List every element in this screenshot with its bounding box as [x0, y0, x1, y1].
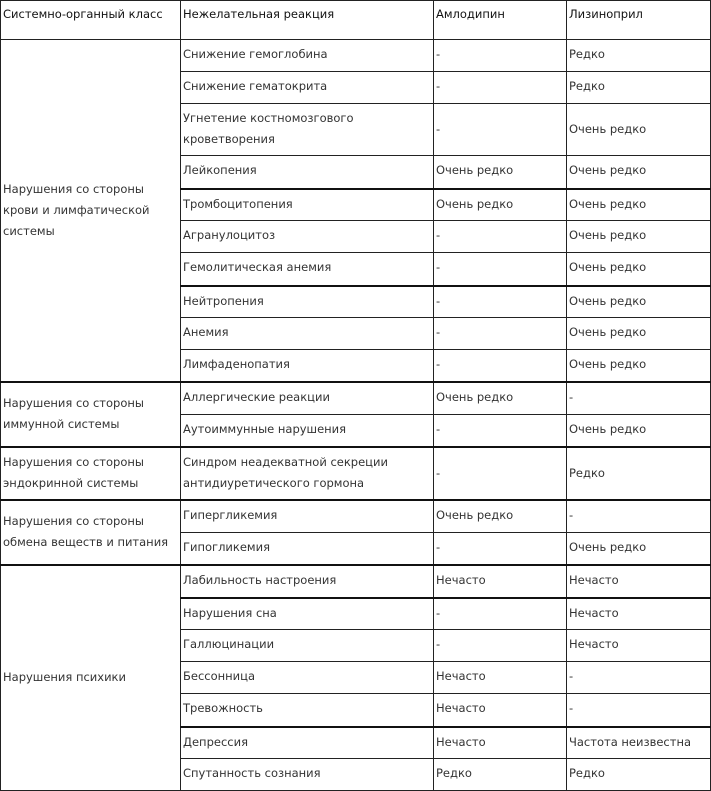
lisinopril-cell: Очень редко	[566, 155, 711, 189]
amlodipine-cell: -	[433, 252, 567, 286]
reaction-cell: Бессонница	[180, 661, 434, 694]
reaction-cell: Аутоиммунные нарушения	[180, 414, 434, 447]
lisinopril-cell: Нечасто	[566, 596, 711, 630]
lisinopril-cell: Редко	[566, 39, 711, 72]
table-row: Аутоиммунные нарушения - Очень редко	[1, 414, 711, 447]
table-row: Нарушения со стороны обмена веществ и пи…	[0, 498, 711, 565]
lisinopril-cell: Очень редко	[566, 532, 711, 565]
organ-class-cell: Нарушения со стороны крови и лимфатическ…	[0, 39, 181, 382]
table-row: Нарушения сна - Нечасто	[1, 596, 711, 630]
reaction-cell: Лабильность настроения	[180, 563, 434, 598]
reaction-cell: Гипергликемия	[180, 498, 434, 533]
lisinopril-cell: Редко	[566, 71, 711, 104]
organ-class-cell: Нарушения со стороны эндокринной системы	[0, 445, 181, 500]
table-row: Нарушения психики Лабильность настроения Н…	[0, 563, 711, 791]
amlodipine-cell: Очень редко	[433, 155, 567, 189]
reaction-cell: Лимфаденопатия	[180, 349, 434, 382]
reaction-cell: Гипогликемия	[180, 532, 434, 565]
reaction-cell: Тревожность	[180, 693, 434, 727]
lisinopril-cell: Очень редко	[566, 349, 711, 382]
amlodipine-cell: Очень редко	[433, 380, 567, 415]
table-row: Тревожность Нечасто -	[1, 693, 711, 727]
header-organ-class: Системно-органный класс	[0, 0, 181, 40]
lisinopril-cell: Частота неизвестна	[566, 725, 711, 759]
reaction-cell: Депрессия	[180, 725, 434, 759]
lisinopril-cell: Нечасто	[566, 563, 711, 598]
lisinopril-cell: -	[566, 380, 711, 415]
reaction-cell: Снижение гематокрита	[180, 71, 434, 104]
amlodipine-cell: Нечасто	[433, 563, 567, 598]
header-amlodipine: Амлодипин	[433, 0, 567, 40]
amlodipine-cell: -	[433, 71, 567, 104]
amlodipine-cell: -	[433, 532, 567, 565]
amlodipine-cell: Нечасто	[433, 725, 567, 759]
organ-class-cell: Нарушения психики	[0, 563, 181, 791]
amlodipine-cell: Очень редко	[433, 498, 567, 533]
table-header-row: Системно-органный класс Нежелательная ре…	[0, 0, 711, 40]
table-row: Снижение гематокрита - Редко	[1, 71, 711, 104]
amlodipine-cell: -	[433, 284, 567, 318]
lisinopril-cell: Очень редко	[566, 284, 711, 318]
lisinopril-cell: Нечасто	[566, 629, 711, 662]
table-row: Бессонница Нечасто -	[1, 661, 711, 694]
amlodipine-cell: -	[433, 629, 567, 662]
amlodipine-cell: -	[433, 220, 567, 253]
amlodipine-cell: -	[433, 414, 567, 447]
table-row: Тромбоцитопения Очень редко Очень редко	[1, 187, 711, 221]
lisinopril-cell: Редко	[566, 445, 711, 500]
table-row: Депрессия Нечасто Частота неизвестна	[1, 725, 711, 759]
table-row: Нарушения со стороны эндокринной системы…	[0, 445, 711, 500]
lisinopril-cell: Редко	[566, 758, 711, 791]
lisinopril-cell: -	[566, 498, 711, 533]
reaction-cell: Анемия	[180, 317, 434, 350]
amlodipine-cell: Редко	[433, 758, 567, 791]
amlodipine-cell: -	[433, 445, 567, 500]
lisinopril-cell: Очень редко	[566, 414, 711, 447]
reaction-cell: Агранулоцитоз	[180, 220, 434, 253]
lisinopril-cell: Очень редко	[566, 187, 711, 221]
lisinopril-cell: Очень редко	[566, 220, 711, 253]
header-reaction: Нежелательная реакция	[180, 0, 434, 40]
reaction-cell: Лейкопения	[180, 155, 434, 189]
table-row: Гемолитическая анемия - Очень редко	[1, 252, 711, 286]
reaction-cell: Нейтропения	[180, 284, 434, 318]
amlodipine-cell: -	[433, 317, 567, 350]
reaction-cell: Снижение гемоглобина	[180, 39, 434, 72]
reaction-cell: Спутанность сознания	[180, 758, 434, 791]
amlodipine-cell: Нечасто	[433, 693, 567, 727]
amlodipine-cell: Очень редко	[433, 187, 567, 221]
organ-class-cell: Нарушения со стороны иммунной системы	[0, 380, 181, 447]
amlodipine-cell: -	[433, 596, 567, 630]
lisinopril-cell: Очень редко	[566, 103, 711, 156]
reaction-cell: Синдром неадекватной секреции антидиурет…	[180, 445, 434, 500]
lisinopril-cell: -	[566, 661, 711, 694]
table-row: Нарушения со стороны иммунной системы Алл…	[0, 380, 711, 447]
lisinopril-cell: -	[566, 693, 711, 727]
amlodipine-cell: -	[433, 349, 567, 382]
table-row: Нейтропения - Очень редко	[1, 284, 711, 318]
table-row: Агранулоцитоз - Очень редко	[1, 220, 711, 253]
lisinopril-cell: Очень редко	[566, 317, 711, 350]
reaction-cell: Галлюцинации	[180, 629, 434, 662]
reaction-cell: Аллергические реакции	[180, 380, 434, 415]
table-row: Нарушения со стороны крови и лимфатическ…	[0, 39, 711, 382]
organ-class-cell: Нарушения со стороны обмена веществ и пи…	[0, 498, 181, 565]
lisinopril-cell: Очень редко	[566, 252, 711, 286]
reaction-cell: Тромбоцитопения	[180, 187, 434, 221]
reaction-cell: Гемолитическая анемия	[180, 252, 434, 286]
amlodipine-cell: -	[433, 103, 567, 156]
reaction-cell: Нарушения сна	[180, 596, 434, 630]
amlodipine-cell: Нечасто	[433, 661, 567, 694]
header-lisinopril: Лизиноприл	[566, 0, 711, 40]
table-row: Спутанность сознания Редко Редко	[1, 758, 711, 791]
reaction-cell: Угнетение костномозгового кроветворения	[180, 103, 434, 156]
table-row: Лейкопения Очень редко Очень редко	[1, 155, 711, 189]
amlodipine-cell: -	[433, 39, 567, 72]
